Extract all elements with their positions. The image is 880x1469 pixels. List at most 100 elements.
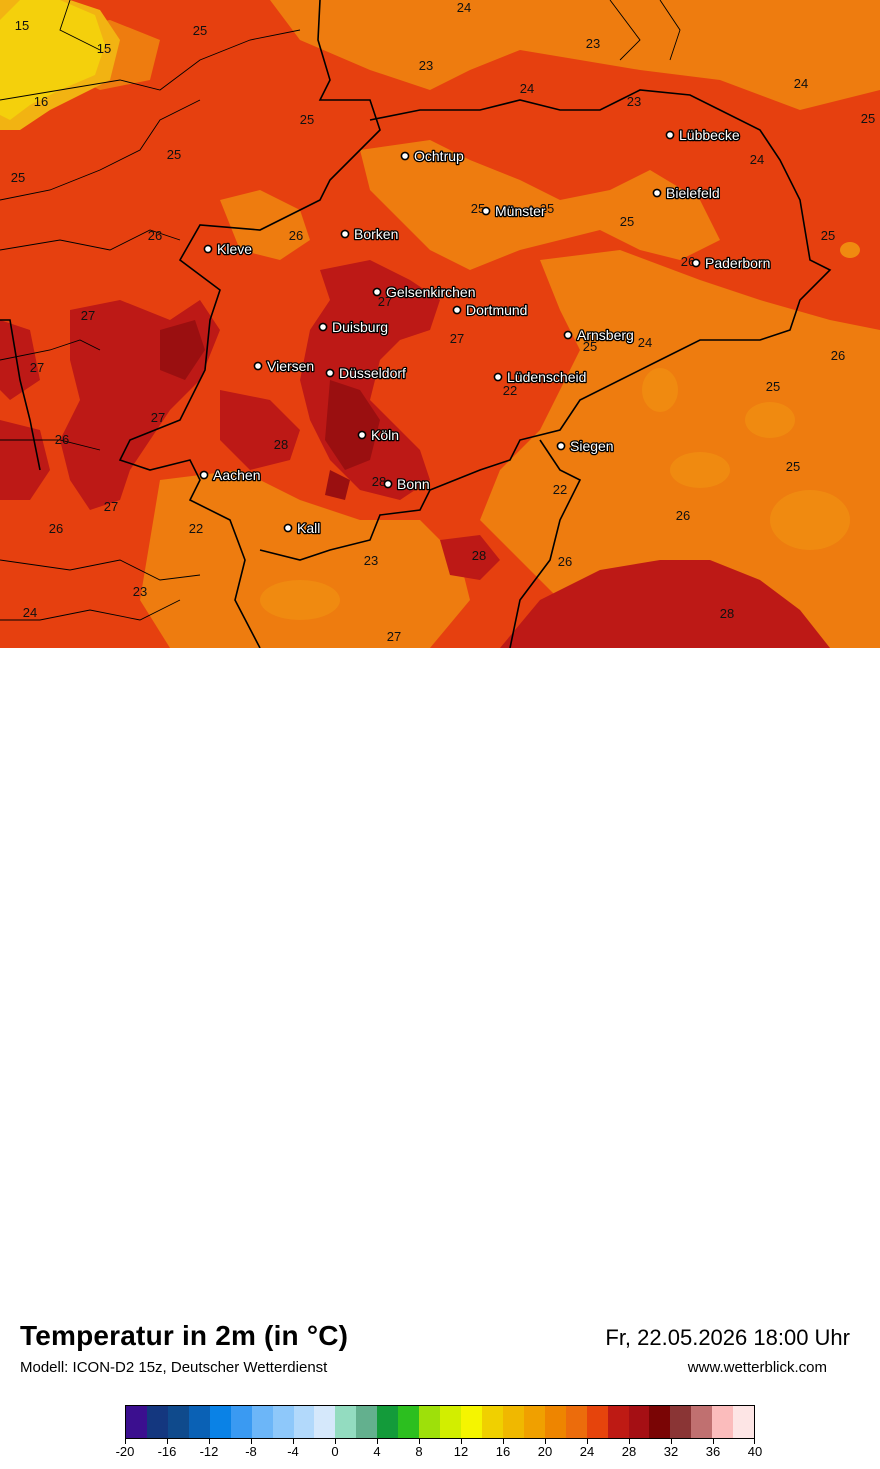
temperature-value: 26 [831,348,845,363]
city-label: Bonn [397,476,430,492]
colorbar-tick-label: 16 [495,1444,511,1459]
colorbar-tick-label: -20 [115,1444,135,1459]
colorbar-swatch [544,1406,566,1438]
cool-region [0,0,120,130]
temperature-value: 16 [34,94,48,109]
colorbar-swatch [335,1406,357,1438]
colorbar-swatch [398,1406,420,1438]
city-label: Dortmund [466,302,527,318]
city-label: Siegen [570,438,614,454]
city-paderborn: Paderborn [691,254,772,272]
city-kall: Kall [283,519,322,537]
temperature-value: 27 [30,360,44,375]
city-markers: Lübbecke Ochtrup Bielefeld Münster Kleve Bork… [199,126,772,537]
temperature-value: 26 [681,254,695,269]
city-label: Lübbecke [679,127,740,143]
temperature-value: 28 [274,437,288,452]
temperature-value: 27 [104,499,118,514]
city-marker-dot [691,258,701,268]
colorbar-tick-label: 32 [663,1444,679,1459]
city-kleve: Kleve [203,240,254,258]
temperature-value: 24 [457,0,471,15]
city-viersen: Viersen [253,357,316,375]
temperature-value: 23 [586,36,600,51]
temperature-value: 27 [450,331,464,346]
city-label: Kall [297,520,320,536]
colorbar-swatch [440,1406,461,1438]
temperature-value: 27 [387,629,401,644]
temperature-value: 22 [503,383,517,398]
temperature-value: 26 [55,432,69,447]
city-marker-dot [665,130,675,140]
colorbar-tick-label: -4 [287,1444,299,1459]
city-label: Viersen [267,358,314,374]
colorbar-tick-label: -8 [245,1444,257,1459]
colorbar-tick-label: 8 [415,1444,423,1459]
colorbar-tick-label: 0 [331,1444,339,1459]
city-label: Gelsenkirchen [386,284,476,300]
city-münster: Münster [481,202,547,220]
temperature-value: 25 [786,459,800,474]
colorbar-swatch [209,1406,231,1438]
colorbar-swatch [293,1406,315,1438]
temperature-value: 25 [766,379,780,394]
colorbar-swatch [733,1406,755,1438]
temperature-value: 24 [638,335,652,350]
city-label: Münster [495,203,546,219]
temperature-value: 27 [151,410,165,425]
city-lübbecke: Lübbecke [665,126,741,144]
city-ochtrup: Ochtrup [400,147,465,165]
city-label: Ochtrup [414,148,464,164]
city-marker-dot [203,244,213,254]
temperature-value: 25 [620,214,634,229]
city-label: Kleve [217,241,252,257]
colorbar-swatch [126,1406,147,1438]
colorbar-tick-label: 24 [579,1444,595,1459]
colorbar-tick-label: 20 [537,1444,553,1459]
temperature-value: 26 [676,508,690,523]
colorbar-tick-label: 40 [747,1444,763,1459]
city-marker-dot [340,229,350,239]
city-label: Aachen [213,467,260,483]
colorbar-swatch [377,1406,399,1438]
colorbar-swatch [419,1406,441,1438]
temperature-value: 24 [23,605,37,620]
temperature-value: 25 [583,339,597,354]
city-marker-dot [372,287,382,297]
website-link[interactable]: www.wetterblick.com [687,1359,827,1376]
city-aachen: Aachen [199,466,262,484]
colorbar-swatch [461,1406,482,1438]
city-marker-dot [452,305,462,315]
city-marker-dot [400,151,410,161]
city-marker-dot [556,441,566,451]
colorbar-swatch [230,1406,252,1438]
colorbar-swatch [712,1406,734,1438]
colorbar-swatch [607,1406,629,1438]
colorbar-swatch [565,1406,587,1438]
temperature-value: 25 [193,23,207,38]
temperature-value: 22 [553,482,567,497]
colorbar-swatch [188,1406,210,1438]
colorbar-swatch [649,1406,671,1438]
temperature-value: 23 [627,94,641,109]
colorbar-swatch [251,1406,273,1438]
temperature-value: 28 [372,474,386,489]
colorbar-swatch [523,1406,545,1438]
city-label: Paderborn [705,255,770,271]
city-düsseldorf: Düsseldorf [325,364,407,382]
colorbar-tick-label: 4 [373,1444,381,1459]
city-dortmund: Dortmund [452,301,529,319]
temperature-value: 15 [97,41,111,56]
colorbar-tick-label: 12 [453,1444,469,1459]
city-marker-dot [493,372,503,382]
temperature-value: 24 [794,76,808,91]
city-marker-dot [652,188,662,198]
temperature-value: 25 [167,147,181,162]
temperature-value-labels: 15 15 16 25 24 23 23 24 23 24 25 25 25 25 24 26 26 25 25 25… [11,0,875,644]
colorbar-tick-label: -12 [199,1444,219,1459]
city-marker-dot [283,523,293,533]
temperature-value: 22 [189,521,203,536]
city-label: Lüdenscheid [507,369,586,385]
temperature-value: 25 [471,201,485,216]
temperature-value: 27 [81,308,95,323]
